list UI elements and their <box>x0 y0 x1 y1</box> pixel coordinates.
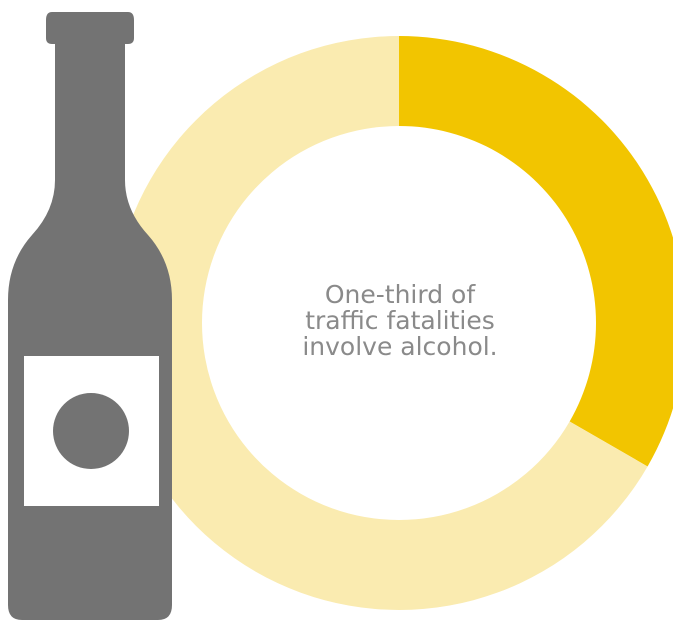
bottle-label-circle <box>53 393 129 469</box>
caption-line-1: One-third of <box>324 280 476 309</box>
bottle-silhouette <box>8 12 172 620</box>
donut-chart <box>111 36 673 611</box>
donut-slice-alcohol <box>399 36 673 467</box>
donut-center-caption: One-third of traffic fatalities involve … <box>250 282 550 360</box>
caption-line-3: involve alcohol. <box>302 332 498 361</box>
donut-slice-other <box>111 36 648 611</box>
caption-line-2: traffic fatalities <box>305 306 495 335</box>
beer-bottle-icon <box>8 12 172 620</box>
